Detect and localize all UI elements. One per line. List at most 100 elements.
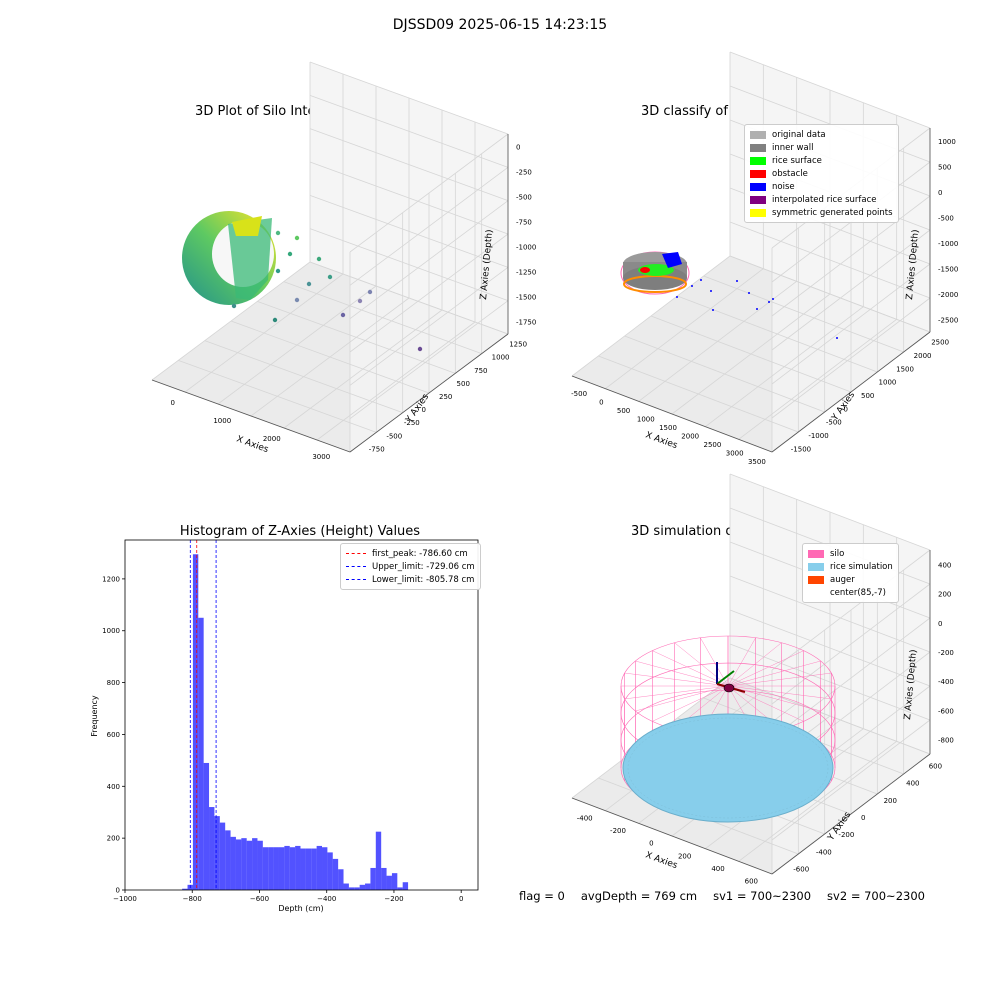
simulation-silo	[620, 635, 836, 823]
outlier-point	[417, 346, 423, 352]
legend-label: original data	[772, 129, 826, 140]
y-tick-label: 600	[929, 763, 942, 771]
histogram-bar	[375, 831, 382, 890]
status-footer: flag = 0 avgDepth = 769 cm sv1 = 700~2300 s…	[519, 889, 941, 903]
y-tick-label: 800	[107, 679, 120, 687]
x-tick-label: 1000	[637, 416, 655, 424]
outlier-point	[316, 256, 322, 262]
legend-swatch	[750, 208, 766, 217]
gridline-wall-z	[771, 719, 931, 841]
silo-roof-line	[635, 660, 729, 687]
legend-label: interpolated rice surface	[772, 194, 877, 205]
flag-text: flag = 0	[519, 889, 565, 903]
gridline-wall2-z	[309, 228, 509, 302]
legend-swatch	[750, 143, 766, 152]
x-tick-label: -500	[571, 390, 587, 398]
noise-point	[756, 308, 758, 310]
gridline-floor-y	[703, 275, 904, 353]
figure-suptitle: DJSSD09 2025-06-15 14:23:15	[392, 17, 608, 33]
histogram-bar	[203, 762, 210, 890]
histogram-bar	[322, 847, 328, 890]
histogram-bar	[278, 847, 285, 890]
outlier-point	[272, 317, 278, 323]
legend-entry: obstacle	[750, 167, 893, 180]
legend-swatch	[346, 579, 366, 580]
outlier-point	[275, 268, 281, 274]
x-tick-label: 400	[711, 865, 724, 873]
legend-swatch	[808, 589, 824, 597]
histogram-bar	[365, 883, 371, 890]
legend-swatch	[346, 553, 366, 554]
z-tick-label: 0	[938, 189, 942, 197]
classify-tick-labels: -5000500100015002000250030003500-1500-10…	[571, 138, 958, 466]
silo-roof-line	[635, 685, 729, 712]
y-axis-line	[349, 333, 509, 453]
histogram-bar	[295, 845, 301, 890]
y-tick-label: 600	[107, 731, 120, 739]
classify-point-cloud	[620, 251, 838, 339]
noise-point	[736, 280, 738, 282]
outlier-point	[294, 297, 300, 303]
symmetric-points-ring	[623, 275, 687, 293]
y-tick-label: 200	[884, 797, 897, 805]
silo-roof-line	[727, 660, 821, 687]
gridline-floor-y	[178, 359, 377, 433]
outlier-point	[306, 281, 312, 287]
z-tick-label: -750	[516, 219, 532, 227]
histogram-bars	[182, 554, 409, 890]
gridline-wall-z	[349, 300, 509, 419]
x-tick-label: 600	[745, 878, 758, 886]
rice-surface-cloud	[638, 264, 674, 276]
y-tick-label: -1500	[791, 445, 811, 453]
sv1-text: sv1 = 700~2300	[713, 889, 812, 903]
x-tick-label: -400	[577, 814, 593, 822]
legend-label: silo	[830, 548, 845, 559]
gridline-wall2-z	[309, 161, 509, 235]
z-tick-label: -1500	[516, 294, 536, 302]
histogram-bar	[316, 845, 323, 890]
outlier-point	[340, 312, 346, 318]
y-tick-label: 1000	[102, 627, 120, 635]
histogram-bar	[257, 840, 263, 890]
z-tick-label: -800	[938, 736, 954, 744]
histogram-axes: −1000 −800 −600 −400 −200 0 0 200 400 600 800 1000 1…	[102, 539, 479, 903]
gridline-floor-y	[598, 355, 799, 433]
y-tick-label: 500	[861, 392, 874, 400]
histogram-bar	[386, 875, 392, 890]
auger-y-arrow	[716, 670, 735, 685]
histogram-bar	[214, 816, 220, 890]
z-tick-label: 1000	[938, 138, 956, 146]
z-tick-label: -600	[938, 707, 954, 715]
gridline-wall-z	[771, 195, 931, 317]
x-axis-line	[571, 797, 773, 875]
gridline-wall2-z	[309, 94, 509, 168]
x-axis-line	[151, 379, 351, 453]
histogram-bar	[300, 848, 306, 890]
y-tick-label: -600	[793, 865, 809, 873]
noise-point	[676, 296, 678, 298]
y-tick-label: 0	[843, 405, 847, 413]
histogram-bar	[354, 887, 360, 890]
y-tick-label: 1250	[509, 341, 527, 349]
legend-entry: auger	[808, 573, 893, 586]
x-tick-label: 2000	[681, 432, 699, 440]
histogram-bar	[402, 882, 409, 890]
y-tick-label: 500	[457, 380, 470, 388]
noise-point	[691, 285, 693, 287]
x-tick-label: 3000	[726, 449, 744, 457]
noise-cluster	[662, 252, 682, 268]
silo-roof-line	[727, 672, 832, 687]
x-tick-label: 200	[678, 852, 691, 860]
gridline-wall2-z	[729, 609, 931, 687]
histogram-bar	[246, 840, 253, 890]
noise-point	[772, 298, 774, 300]
gridline-wall2-z	[309, 128, 509, 202]
noise-point	[712, 309, 714, 311]
gridline-wall2-z	[729, 575, 931, 653]
silo-roof-line	[624, 672, 729, 687]
y-tick-label: -400	[816, 848, 832, 856]
y-tick-label: 1200	[102, 575, 120, 583]
